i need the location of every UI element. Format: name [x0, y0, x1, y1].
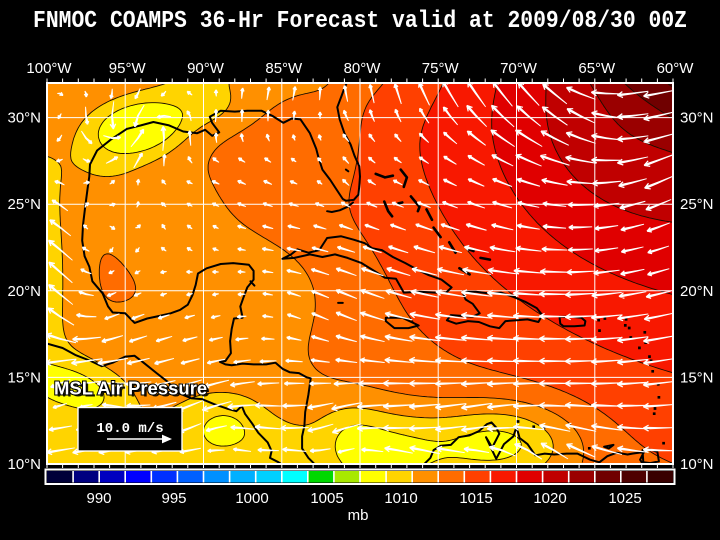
svg-text:1025: 1025 — [608, 490, 641, 507]
svg-text:30°N: 30°N — [680, 110, 714, 127]
svg-text:1015: 1015 — [459, 490, 492, 507]
svg-text:60°W: 60°W — [657, 60, 695, 77]
svg-text:1005: 1005 — [310, 490, 343, 507]
svg-text:95°W: 95°W — [109, 60, 147, 77]
svg-text:15°N: 15°N — [680, 369, 714, 386]
svg-text:1010: 1010 — [384, 490, 417, 507]
svg-text:FNMOC COAMPS 36-Hr Forecast va: FNMOC COAMPS 36-Hr Forecast valid at 200… — [33, 8, 687, 35]
svg-text:15°N: 15°N — [7, 369, 41, 386]
svg-text:75°W: 75°W — [422, 60, 460, 77]
svg-text:65°W: 65°W — [578, 60, 616, 77]
svg-text:10°N: 10°N — [7, 456, 41, 473]
svg-text:10°N: 10°N — [680, 456, 714, 473]
svg-text:10.0 m/s: 10.0 m/s — [96, 421, 163, 437]
svg-text:1000: 1000 — [235, 490, 268, 507]
svg-text:995: 995 — [161, 490, 186, 507]
svg-text:MSL Air Pressure: MSL Air Pressure — [57, 380, 210, 401]
svg-text:90°W: 90°W — [187, 60, 225, 77]
svg-text:25°N: 25°N — [7, 196, 41, 213]
svg-text:1020: 1020 — [533, 490, 566, 507]
svg-text:30°N: 30°N — [7, 110, 41, 127]
svg-text:100°W: 100°W — [26, 60, 72, 77]
svg-text:25°N: 25°N — [680, 196, 714, 213]
svg-text:70°W: 70°W — [500, 60, 538, 77]
svg-text:20°N: 20°N — [680, 283, 714, 300]
svg-text:mb: mb — [348, 507, 369, 524]
svg-text:80°W: 80°W — [344, 60, 382, 77]
svg-text:990: 990 — [86, 490, 111, 507]
svg-text:85°W: 85°W — [265, 60, 303, 77]
svg-text:20°N: 20°N — [7, 283, 41, 300]
svg-text:MSL Air Pressure: MSL Air Pressure — [54, 378, 207, 399]
